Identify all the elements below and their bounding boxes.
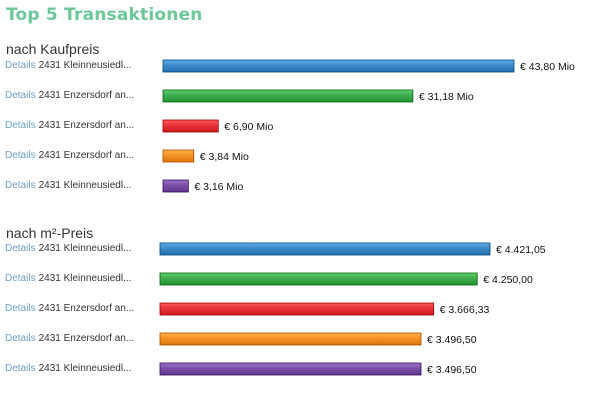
location-label: 2431 Kleinneusiedl... xyxy=(38,273,132,284)
location-label: 2431 Kleinneusiedl... xyxy=(38,363,132,374)
details-link[interactable]: Details xyxy=(5,303,36,314)
details-link[interactable]: Details xyxy=(5,90,36,101)
bar xyxy=(159,332,422,346)
bar-value-label: € 3,16 Mio xyxy=(194,181,243,193)
bar xyxy=(162,179,189,193)
bar-value-label: € 3.496,50 xyxy=(427,334,477,346)
bar xyxy=(162,119,219,133)
bar-value-label: € 4.250,00 xyxy=(483,274,533,286)
bar-value-label: € 3.496,50 xyxy=(427,364,477,376)
bar-value-label: € 43,80 Mio xyxy=(520,61,575,73)
details-link[interactable]: Details xyxy=(5,150,36,161)
bar xyxy=(162,59,515,73)
location-label: 2431 Enzersdorf an... xyxy=(38,120,135,131)
section-title-kaufpreis: nach Kaufpreis xyxy=(6,41,100,57)
bar xyxy=(162,89,414,103)
row-label: Details 2431 Enzersdorf an... xyxy=(5,119,134,133)
bar xyxy=(159,242,491,256)
row-label: Details 2431 Enzersdorf an... xyxy=(5,302,134,316)
row-label: Details 2431 Enzersdorf an... xyxy=(5,332,134,346)
section-title-m2-preis: nach m²-Preis xyxy=(6,225,94,241)
row-label: Details 2431 Kleinneusiedl... xyxy=(5,362,131,376)
bar-value-label: € 6,90 Mio xyxy=(224,121,273,133)
details-link[interactable]: Details xyxy=(5,180,36,191)
row-label: Details 2431 Enzersdorf an... xyxy=(5,89,134,103)
row-label: Details 2431 Kleinneusiedl... xyxy=(5,59,131,73)
bar-value-label: € 4.421,05 xyxy=(496,244,546,256)
bar xyxy=(159,272,478,286)
details-link[interactable]: Details xyxy=(5,333,36,344)
bar xyxy=(159,362,422,376)
details-link[interactable]: Details xyxy=(5,273,36,284)
location-label: 2431 Kleinneusiedl... xyxy=(38,60,132,71)
location-label: 2431 Enzersdorf an... xyxy=(38,150,135,161)
location-label: 2431 Kleinneusiedl... xyxy=(38,180,132,191)
details-link[interactable]: Details xyxy=(5,60,36,71)
location-label: 2431 Enzersdorf an... xyxy=(38,90,135,101)
bar-value-label: € 3,84 Mio xyxy=(200,151,249,163)
bar-value-label: € 31,18 Mio xyxy=(419,91,474,103)
row-label: Details 2431 Enzersdorf an... xyxy=(5,149,134,163)
bar-value-label: € 3.666,33 xyxy=(440,304,490,316)
location-label: 2431 Kleinneusiedl... xyxy=(38,243,132,254)
row-label: Details 2431 Kleinneusiedl... xyxy=(5,179,131,193)
row-label: Details 2431 Kleinneusiedl... xyxy=(5,242,131,256)
details-link[interactable]: Details xyxy=(5,243,36,254)
details-link[interactable]: Details xyxy=(5,363,36,374)
bar xyxy=(162,149,195,163)
bar xyxy=(159,302,435,316)
page-title: Top 5 Transaktionen xyxy=(6,5,203,25)
details-link[interactable]: Details xyxy=(5,120,36,131)
location-label: 2431 Enzersdorf an... xyxy=(38,303,135,314)
row-label: Details 2431 Kleinneusiedl... xyxy=(5,272,131,286)
location-label: 2431 Enzersdorf an... xyxy=(38,333,135,344)
